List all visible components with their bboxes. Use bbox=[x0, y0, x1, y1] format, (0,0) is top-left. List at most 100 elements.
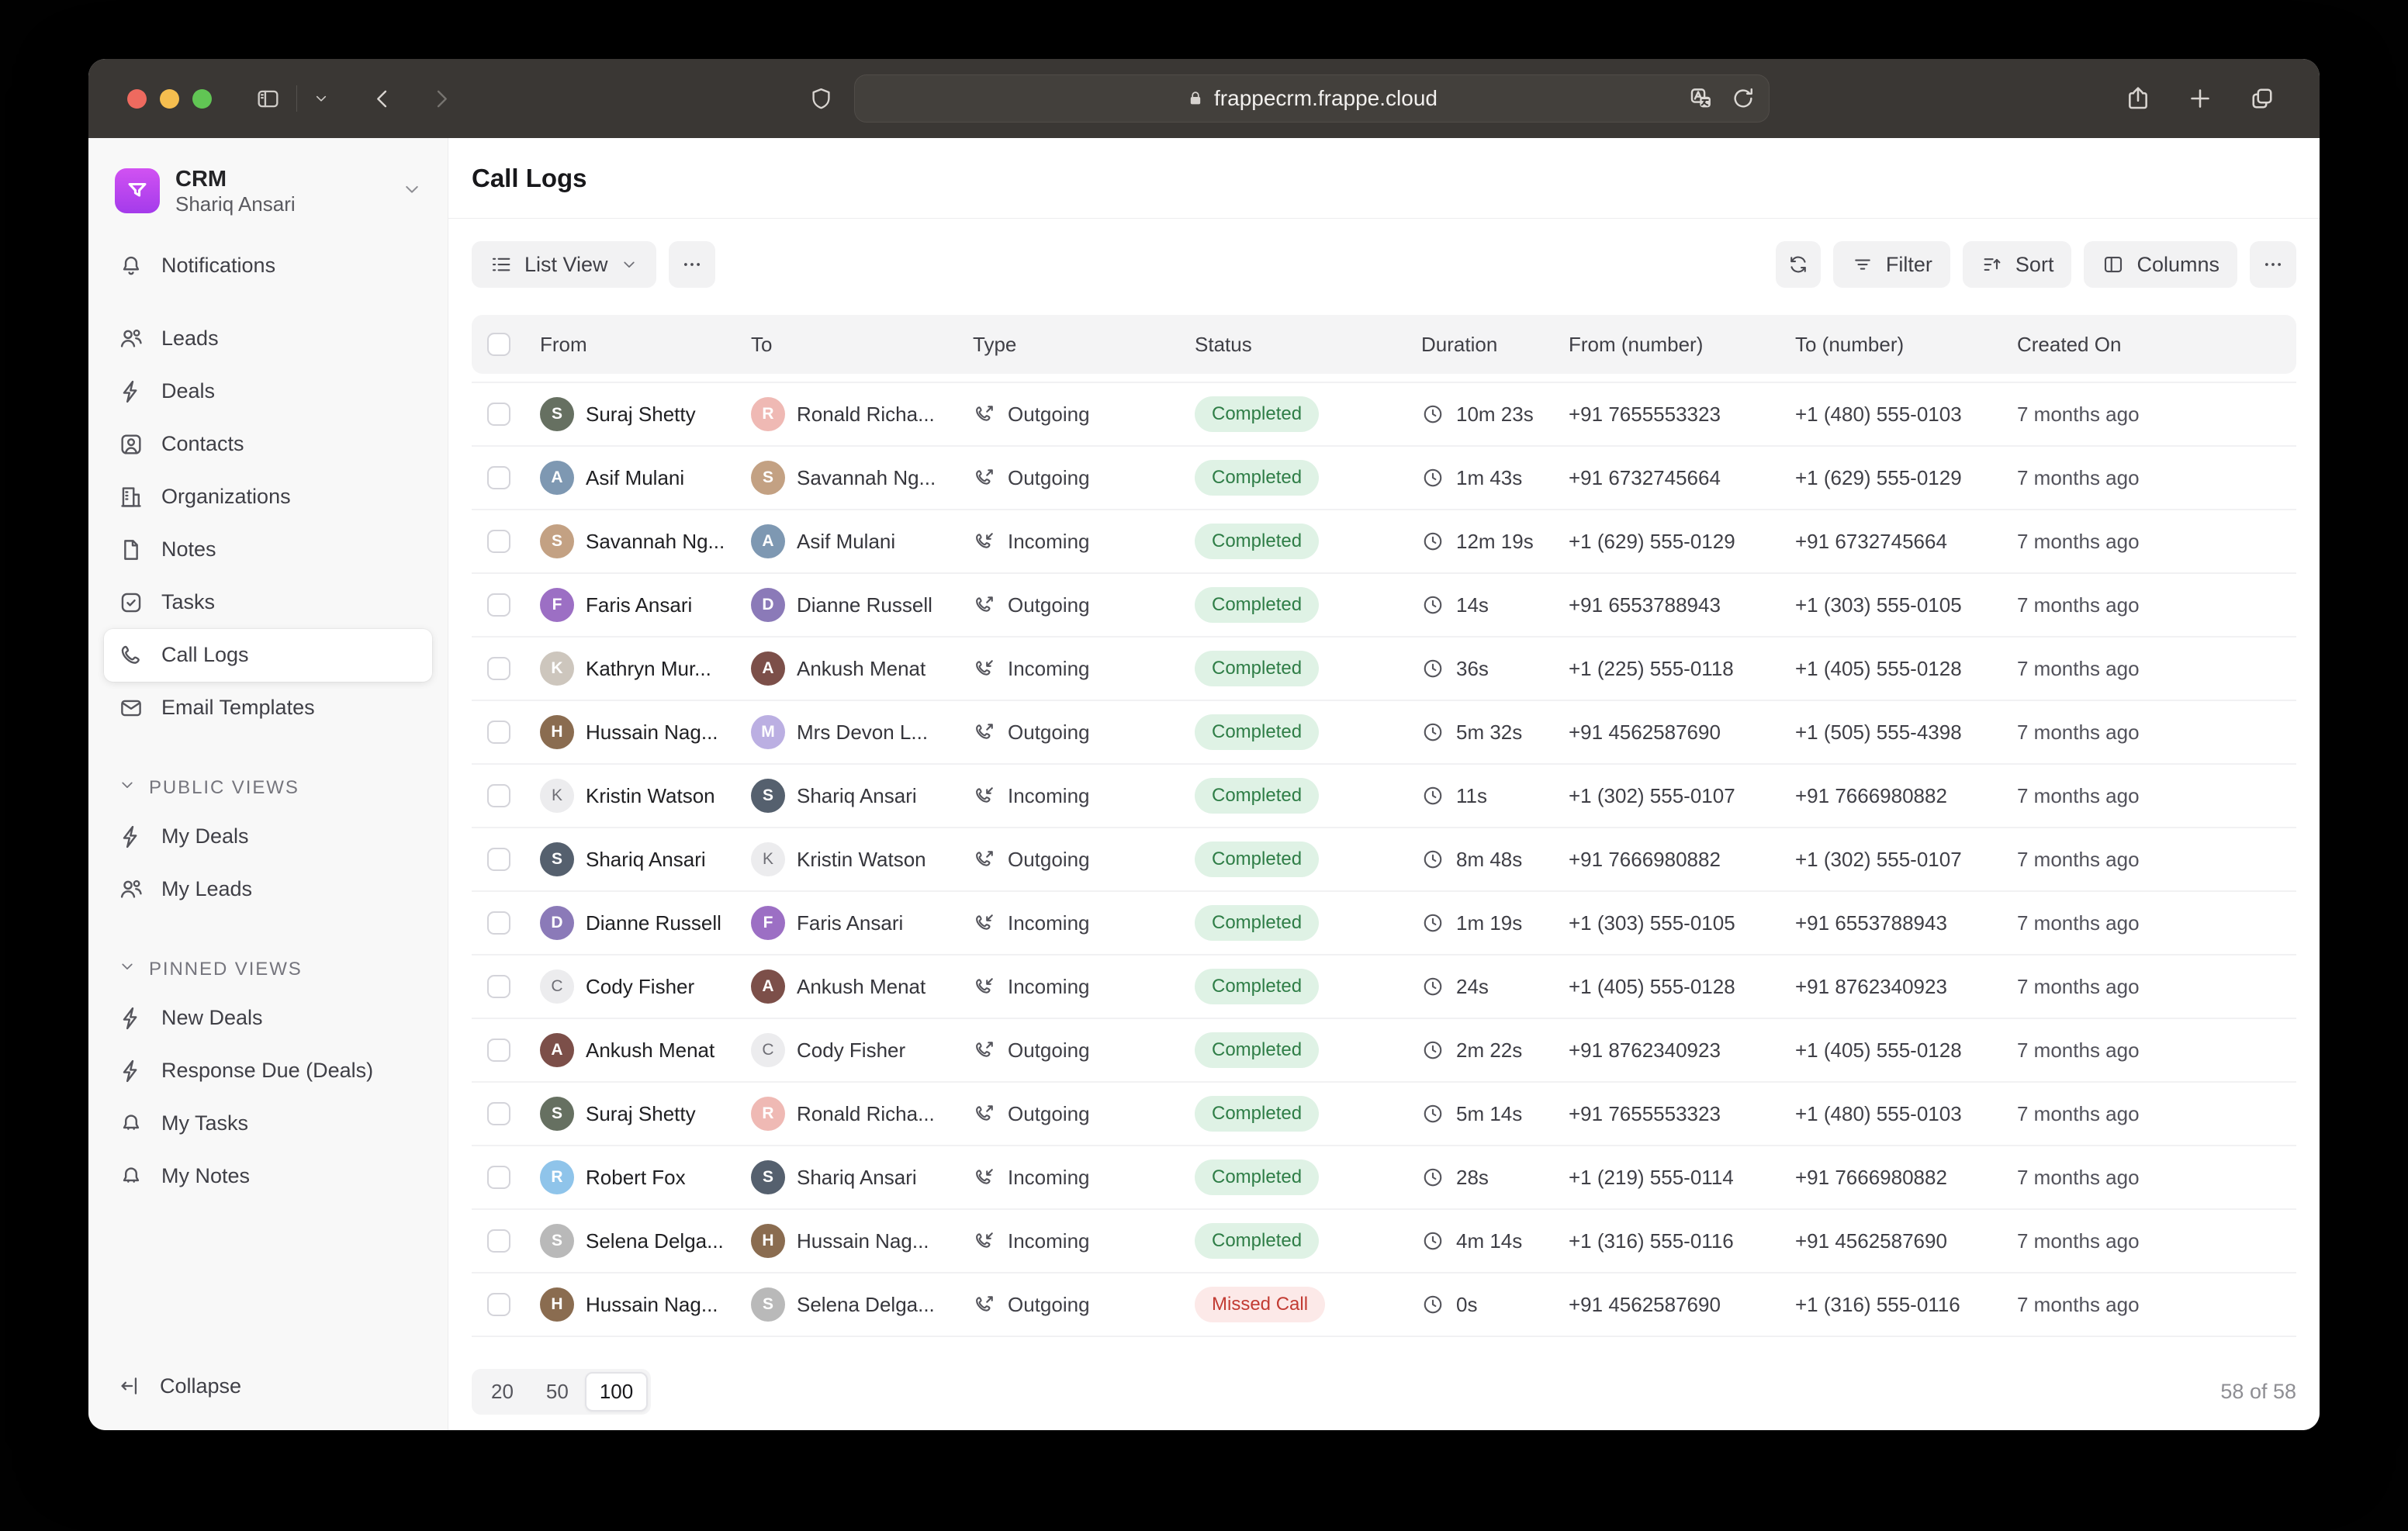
shield-icon[interactable] bbox=[808, 86, 834, 112]
table-row[interactable]: A Ankush Menat C Cody Fisher Outgoing Complet… bbox=[472, 1019, 2296, 1083]
column-header-from[interactable]: From bbox=[540, 332, 587, 356]
sidebar-item-notifications[interactable]: Notifications bbox=[104, 240, 432, 292]
table-row[interactable]: R Robert Fox S Shariq Ansari Incoming Complet… bbox=[472, 1146, 2296, 1210]
columns-button[interactable]: Columns bbox=[2084, 241, 2237, 288]
view-more-button[interactable] bbox=[668, 241, 715, 288]
sidebar-item-new-deals[interactable]: New Deals bbox=[104, 992, 432, 1045]
table-row[interactable]: F Faris Ansari D Dianne Russell Outgoing Comp… bbox=[472, 574, 2296, 638]
sort-button[interactable]: Sort bbox=[1962, 241, 2072, 288]
row-checkbox[interactable] bbox=[472, 911, 540, 935]
section-header-pinned-views[interactable]: PINNED VIEWS bbox=[104, 947, 432, 992]
column-header-to[interactable]: To bbox=[751, 332, 773, 356]
minimize-window-button[interactable] bbox=[160, 88, 179, 109]
forward-button[interactable] bbox=[428, 86, 454, 112]
phone-incoming-icon bbox=[973, 975, 996, 998]
phone-icon bbox=[118, 642, 144, 669]
row-checkbox[interactable] bbox=[472, 848, 540, 871]
close-window-button[interactable] bbox=[127, 88, 147, 109]
row-checkbox[interactable] bbox=[472, 1293, 540, 1316]
table-row[interactable]: K Kathryn Mur... A Ankush Menat Incoming Comp… bbox=[472, 638, 2296, 701]
column-header-created-on[interactable]: Created On bbox=[2017, 332, 2122, 356]
row-checkbox[interactable] bbox=[472, 1039, 540, 1062]
tabs-overview-icon[interactable] bbox=[2248, 85, 2276, 112]
table-row[interactable]: S Savannah Ng... A Asif Mulani Incoming Compl… bbox=[472, 510, 2296, 574]
page-size-20[interactable]: 20 bbox=[491, 1379, 514, 1403]
phone-incoming-icon bbox=[973, 657, 996, 680]
page-size-50[interactable]: 50 bbox=[545, 1379, 569, 1403]
row-checkbox[interactable] bbox=[472, 466, 540, 489]
translate-icon[interactable] bbox=[1688, 85, 1714, 112]
column-header-from-number[interactable]: From (number) bbox=[1569, 332, 1704, 356]
row-checkbox[interactable] bbox=[472, 403, 540, 426]
row-checkbox[interactable] bbox=[472, 1166, 540, 1189]
page-size-100[interactable]: 100 bbox=[584, 1371, 649, 1412]
sidebar-item-tasks[interactable]: Tasks bbox=[104, 576, 432, 629]
row-checkbox[interactable] bbox=[472, 657, 540, 680]
row-checkbox[interactable] bbox=[472, 721, 540, 744]
column-header-to-number[interactable]: To (number) bbox=[1795, 332, 1905, 356]
table-row[interactable]: D Dianne Russell F Faris Ansari Incoming Comp… bbox=[472, 892, 2296, 956]
sidebar-item-email-templates[interactable]: Email Templates bbox=[104, 682, 432, 734]
sidebar-item-my-notes[interactable]: My Notes bbox=[104, 1150, 432, 1203]
table-row[interactable]: S Suraj Shetty R Ronald Richa... Outgoing Com… bbox=[472, 383, 2296, 447]
row-checkbox[interactable] bbox=[472, 784, 540, 807]
sidebar-item-my-deals[interactable]: My Deals bbox=[104, 810, 432, 863]
to-number-cell: +1 (480) 555-0103 bbox=[1795, 402, 1962, 426]
status-badge: Completed bbox=[1195, 1032, 1320, 1068]
sidebar-item-organizations[interactable]: Organizations bbox=[104, 471, 432, 524]
more-options-button[interactable] bbox=[2250, 241, 2296, 288]
back-button[interactable] bbox=[370, 86, 396, 112]
table-row[interactable]: S Shariq Ansari K Kristin Watson Outgoing Com… bbox=[472, 828, 2296, 892]
row-checkbox[interactable] bbox=[472, 975, 540, 998]
from-number-cell: +1 (303) 555-0105 bbox=[1569, 911, 1735, 935]
table-row[interactable]: C Cody Fisher A Ankush Menat Incoming Complet… bbox=[472, 956, 2296, 1019]
row-checkbox[interactable] bbox=[472, 530, 540, 553]
sidebar-item-notes[interactable]: Notes bbox=[104, 524, 432, 576]
collapse-sidebar-button[interactable]: Collapse bbox=[104, 1359, 432, 1413]
section-header-public-views[interactable]: PUBLIC VIEWS bbox=[104, 766, 432, 810]
sidebar-item-leads[interactable]: Leads bbox=[104, 313, 432, 365]
from-number-cell: +91 7655553323 bbox=[1569, 402, 1721, 426]
table-row[interactable]: S Suraj Shetty R Ronald Richa... Outgoing Com… bbox=[472, 1083, 2296, 1146]
column-header-duration[interactable]: Duration bbox=[1421, 332, 1498, 356]
row-checkbox[interactable] bbox=[472, 1102, 540, 1125]
crm-logo-icon bbox=[115, 168, 160, 214]
refresh-button[interactable] bbox=[1775, 241, 1821, 288]
address-bar[interactable]: frappecrm.frappe.cloud bbox=[854, 74, 1770, 123]
chevron-down-icon bbox=[118, 776, 137, 800]
app-switcher[interactable]: CRM Shariq Ansari bbox=[104, 160, 432, 223]
sidebar-toggle-icon[interactable] bbox=[255, 86, 281, 112]
collapse-label: Collapse bbox=[160, 1374, 242, 1398]
sidebar-item-contacts[interactable]: Contacts bbox=[104, 418, 432, 471]
share-icon[interactable] bbox=[2124, 85, 2152, 112]
sidebar-item-deals[interactable]: Deals bbox=[104, 365, 432, 418]
sidebar-item-call-logs[interactable]: Call Logs bbox=[104, 628, 432, 682]
column-header-type[interactable]: Type bbox=[973, 332, 1017, 356]
sidebar-item-label: New Deals bbox=[161, 1006, 263, 1030]
select-all-checkbox[interactable] bbox=[472, 333, 540, 356]
sort-icon bbox=[1981, 253, 2004, 276]
status-cell: Completed bbox=[1195, 905, 1421, 941]
column-header-status[interactable]: Status bbox=[1195, 332, 1252, 356]
zoom-window-button[interactable] bbox=[192, 88, 212, 109]
list-view-icon bbox=[490, 253, 513, 276]
view-selector-button[interactable]: List View bbox=[472, 241, 656, 288]
new-tab-icon[interactable] bbox=[2186, 85, 2214, 112]
filter-button[interactable]: Filter bbox=[1832, 241, 1950, 288]
chevron-down-icon[interactable] bbox=[313, 90, 330, 107]
table-row[interactable]: A Asif Mulani S Savannah Ng... Outgoing Compl… bbox=[472, 447, 2296, 510]
table-row[interactable]: S Selena Delga... H Hussain Nag... Incoming C… bbox=[472, 1210, 2296, 1274]
divider bbox=[296, 85, 297, 112]
table-row[interactable]: H Hussain Nag... M Mrs Devon L... Outgoing Co… bbox=[472, 701, 2296, 765]
reload-icon[interactable] bbox=[1730, 85, 1756, 112]
row-checkbox[interactable] bbox=[472, 593, 540, 617]
row-checkbox[interactable] bbox=[472, 1229, 540, 1253]
sidebar-item-response-due-deals[interactable]: Response Due (Deals) bbox=[104, 1045, 432, 1097]
sidebar-item-my-tasks[interactable]: My Tasks bbox=[104, 1097, 432, 1150]
table-row[interactable]: K Kristin Watson S Shariq Ansari Incoming Com… bbox=[472, 765, 2296, 828]
toolbar: List View Filter bbox=[448, 219, 2320, 310]
sidebar-item-my-leads[interactable]: My Leads bbox=[104, 863, 432, 916]
record-count: 58 of 58 bbox=[2220, 1379, 2296, 1403]
columns-label: Columns bbox=[2136, 252, 2219, 276]
table-row[interactable]: H Hussain Nag... S Selena Delga... Outgoing M… bbox=[472, 1274, 2296, 1337]
